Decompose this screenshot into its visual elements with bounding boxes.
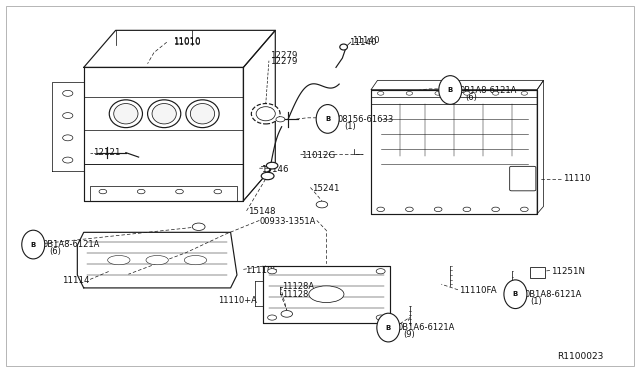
Circle shape (268, 269, 276, 274)
Ellipse shape (309, 286, 344, 302)
Text: 0B1A8-6121A: 0B1A8-6121A (460, 86, 516, 95)
Ellipse shape (377, 313, 400, 342)
FancyBboxPatch shape (530, 267, 545, 278)
Text: B: B (31, 241, 36, 247)
Circle shape (463, 207, 470, 212)
Ellipse shape (186, 100, 219, 128)
Text: 11110FA: 11110FA (460, 286, 497, 295)
Text: (6): (6) (49, 247, 61, 256)
Text: 12279: 12279 (270, 57, 298, 66)
Ellipse shape (504, 280, 527, 308)
Circle shape (406, 207, 413, 212)
Ellipse shape (190, 103, 214, 124)
Circle shape (138, 189, 145, 194)
Ellipse shape (22, 230, 45, 259)
Circle shape (376, 315, 385, 320)
Text: 11114: 11114 (62, 276, 90, 285)
Circle shape (63, 135, 73, 141)
Text: (1): (1) (344, 122, 356, 131)
Text: B: B (513, 291, 518, 297)
Circle shape (406, 92, 413, 95)
Ellipse shape (109, 100, 143, 128)
FancyBboxPatch shape (509, 166, 536, 191)
Text: (9): (9) (404, 330, 415, 340)
Circle shape (520, 207, 528, 212)
Text: R1100023: R1100023 (557, 352, 604, 361)
Circle shape (63, 113, 73, 119)
Text: 11140: 11140 (349, 38, 376, 47)
Circle shape (261, 172, 274, 180)
Circle shape (492, 92, 499, 95)
Text: 11140: 11140 (352, 36, 380, 45)
Text: 0B1A6-6121A: 0B1A6-6121A (397, 323, 454, 332)
Text: 12121: 12121 (93, 148, 121, 157)
Circle shape (268, 315, 276, 320)
Text: 15241: 15241 (312, 184, 340, 193)
Circle shape (63, 90, 73, 96)
Text: (1): (1) (531, 297, 543, 306)
Circle shape (435, 207, 442, 212)
Text: 11010: 11010 (173, 38, 200, 47)
Circle shape (376, 269, 385, 274)
Text: (6): (6) (466, 93, 477, 102)
Ellipse shape (252, 103, 280, 124)
Circle shape (377, 207, 385, 212)
Text: 11128: 11128 (282, 290, 308, 299)
Ellipse shape (439, 76, 462, 105)
Text: 12279: 12279 (270, 51, 298, 60)
Circle shape (492, 207, 499, 212)
Text: 0B1A8-6121A: 0B1A8-6121A (524, 290, 582, 299)
Text: 11110+A: 11110+A (218, 296, 257, 305)
Circle shape (464, 92, 470, 95)
Ellipse shape (114, 103, 138, 124)
Text: 11251N: 11251N (551, 267, 585, 276)
Circle shape (521, 92, 527, 95)
Ellipse shape (316, 105, 339, 133)
Ellipse shape (146, 256, 168, 265)
Ellipse shape (108, 256, 130, 265)
Ellipse shape (256, 107, 275, 121)
Text: 0B1A8-6121A: 0B1A8-6121A (43, 240, 100, 249)
Circle shape (175, 189, 183, 194)
Text: 15146: 15146 (261, 165, 289, 174)
Ellipse shape (340, 44, 348, 50)
Text: 11010: 11010 (173, 37, 200, 46)
Ellipse shape (184, 256, 207, 265)
Circle shape (281, 311, 292, 317)
Ellipse shape (148, 100, 180, 128)
Circle shape (316, 201, 328, 208)
Text: 08156-61633: 08156-61633 (337, 115, 394, 124)
Text: 11110F: 11110F (244, 266, 277, 275)
Circle shape (99, 189, 107, 194)
Circle shape (276, 117, 285, 122)
Circle shape (192, 223, 205, 231)
Text: B: B (325, 116, 330, 122)
Text: 11128A: 11128A (282, 282, 314, 291)
Text: B: B (447, 87, 453, 93)
Circle shape (266, 162, 278, 169)
Circle shape (63, 157, 73, 163)
Circle shape (378, 92, 384, 95)
Text: 11012G: 11012G (301, 151, 335, 160)
Text: B: B (386, 325, 391, 331)
Text: 00933-1351A: 00933-1351A (260, 218, 316, 227)
Text: 11110: 11110 (563, 174, 590, 183)
Ellipse shape (152, 103, 176, 124)
Circle shape (435, 92, 442, 95)
Text: 15148: 15148 (248, 208, 276, 217)
Circle shape (214, 189, 221, 194)
